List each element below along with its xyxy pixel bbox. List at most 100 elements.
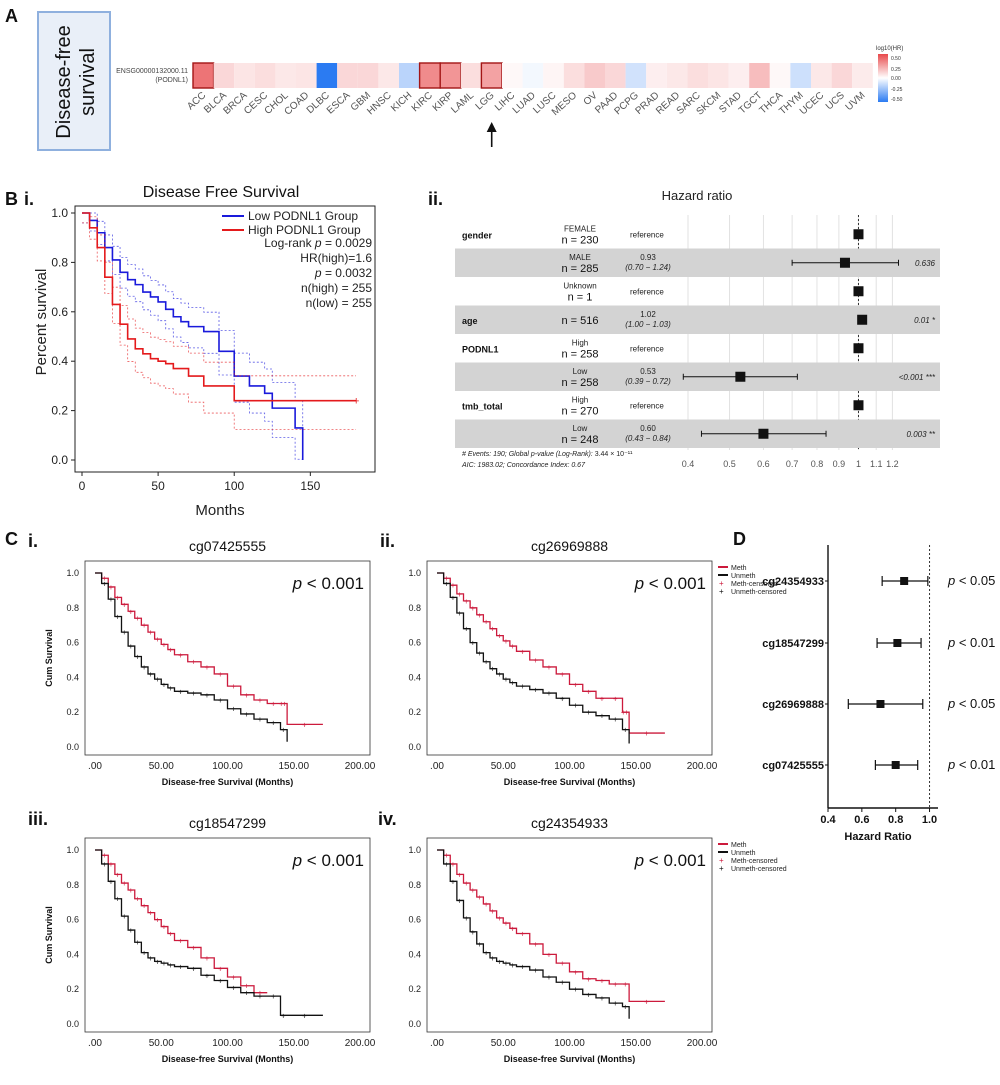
km-censor-mark: + <box>484 618 489 627</box>
km-censor-mark: + <box>510 961 515 970</box>
km-censor-mark: + <box>464 625 469 634</box>
d-estimate <box>891 761 900 769</box>
km-censor-mark: + <box>231 682 236 691</box>
km-censor-mark: + <box>520 647 525 656</box>
gene-name: (PODNL1) <box>155 77 188 84</box>
panel-letter-a: A <box>5 6 18 26</box>
b-i-xtick-label: 0 <box>79 479 86 493</box>
km-censor-mark: + <box>102 579 107 588</box>
km-censor-mark: + <box>168 961 173 970</box>
km-censor-mark: + <box>623 726 628 735</box>
heat-cell-dlbc <box>316 63 338 88</box>
heat-cell-gbm <box>357 63 379 88</box>
d-xtick-label: 0.4 <box>820 814 836 826</box>
km-censor-mark: + <box>142 621 147 630</box>
b-ii-var: gender <box>462 230 493 240</box>
km-censor-mark: + <box>470 928 475 937</box>
b-i-plot-frame <box>74 205 376 473</box>
sub-label-c-i: i. <box>28 531 38 551</box>
km-censor-mark: + <box>586 990 591 999</box>
km-legend-meth: Meth <box>731 565 747 572</box>
km-series-meth <box>437 572 665 734</box>
stat-nlow: n(low) = 255 <box>306 296 373 310</box>
heat-cell-stad <box>728 63 750 88</box>
b-ii-n: n = 230 <box>561 234 598 246</box>
heat-cell-kirc <box>418 62 441 89</box>
km-censor-mark: + <box>168 684 173 693</box>
km-censor-mark: + <box>497 670 502 679</box>
legend-tick-1: 0.25 <box>891 67 901 73</box>
km-censor-mark: + <box>155 675 160 684</box>
b-ii-estimate <box>857 314 868 325</box>
b-ii-var: tmb_total <box>462 401 503 411</box>
km-series-meth <box>437 849 665 1003</box>
stat-nhigh: n(high) = 255 <box>301 281 372 295</box>
km-censor-mark: + <box>457 870 462 879</box>
sub-label-c-iv: iv. <box>378 809 397 829</box>
heat-cell-laml <box>460 63 482 88</box>
km-censor-mark: + <box>451 581 456 590</box>
b-ii-xtick-label: 1 <box>856 459 861 469</box>
km-censor-mark: + <box>547 950 552 959</box>
km-censor-mark: + <box>135 895 140 904</box>
km-xtick-label: 200.00 <box>687 1038 718 1049</box>
km-pvalue: p < 0.001 <box>634 851 706 870</box>
b-ii-n: n = 258 <box>561 377 598 389</box>
km-censor-mark: + <box>258 715 263 724</box>
km-xtick-label: 200.00 <box>345 1038 376 1049</box>
b-i-xtick-label: 50 <box>151 479 165 493</box>
km-series-unmeth <box>437 572 630 744</box>
km-censor-mark: + <box>573 680 578 689</box>
km-censor-mark: + <box>464 914 469 923</box>
heat-cell-prad <box>646 63 667 88</box>
km-ytick-label: 0.0 <box>66 742 79 752</box>
km-censor-mark: + <box>178 936 183 945</box>
b-i-ytick-label: 1.0 <box>51 206 68 220</box>
b-ii-xtick-label: 0.9 <box>833 459 846 469</box>
b-i-ci-upper-0 <box>82 212 304 431</box>
b-ii-pvalue: 0.636 <box>915 259 936 268</box>
km-censor-mark: + <box>470 886 475 895</box>
d-pvalue: p < 0.05 <box>947 696 995 711</box>
km-censor-mark: + <box>613 715 618 724</box>
heat-cell-kirp <box>439 62 462 89</box>
km-censor-mark: + <box>128 607 133 616</box>
km-censor-mark: + <box>162 640 167 649</box>
km-ytick-label: 0.6 <box>408 915 421 925</box>
km-xtick-label: 150.00 <box>620 1038 651 1049</box>
km-censor-mark: + <box>302 1011 307 1020</box>
km-censor-mark: + <box>115 613 120 622</box>
d-row-label: cg07425555 <box>762 760 824 772</box>
b-ii-level: High <box>572 338 588 347</box>
km-censor-mark: + <box>142 902 147 911</box>
km-frame <box>84 560 371 756</box>
km-censor-mark: + <box>624 708 629 717</box>
km-censor-mark: + <box>231 705 236 714</box>
d-xtick-label: 1.0 <box>922 814 937 826</box>
d-xtick-label: 0.8 <box>888 814 903 826</box>
b-i-ytick-label: 0.2 <box>51 404 68 418</box>
heat-cell-cesc <box>254 63 276 88</box>
km-censor-mark: + <box>218 964 223 973</box>
km-censor-mark: + <box>279 700 284 709</box>
km-censor-mark: + <box>504 919 509 928</box>
km-censor-mark: + <box>281 726 286 735</box>
b-ii-xtick-label: 0.5 <box>723 459 736 469</box>
cancer-label-esca: ESCA <box>325 90 353 117</box>
sub-label-b-ii: ii. <box>428 189 443 209</box>
km-panel-1: cg07425555 p < 0.001 1.0 0.8 0.6 0.4 0.2 0.0 .00… <box>44 538 376 787</box>
d-pvalue: p < 0.05 <box>947 573 995 588</box>
b-ii-hr: reference <box>630 287 664 296</box>
heat-cell-thym <box>790 63 811 88</box>
km-series-unmeth <box>95 572 288 742</box>
km-censor-mark: + <box>573 985 578 994</box>
km-censor-mark: + <box>573 968 578 977</box>
km-xtick-label: .00 <box>88 1038 102 1049</box>
km-xtick-label: 150.00 <box>620 761 651 772</box>
km-censor-mark: + <box>155 635 160 644</box>
km-legend-unmeth: Unmeth <box>731 850 756 857</box>
km-censor-mark: + <box>135 614 140 623</box>
km-censor-mark: + <box>484 658 489 667</box>
km-legend-unmeth-censored-mark: + <box>719 864 724 873</box>
d-estimate <box>900 577 909 585</box>
